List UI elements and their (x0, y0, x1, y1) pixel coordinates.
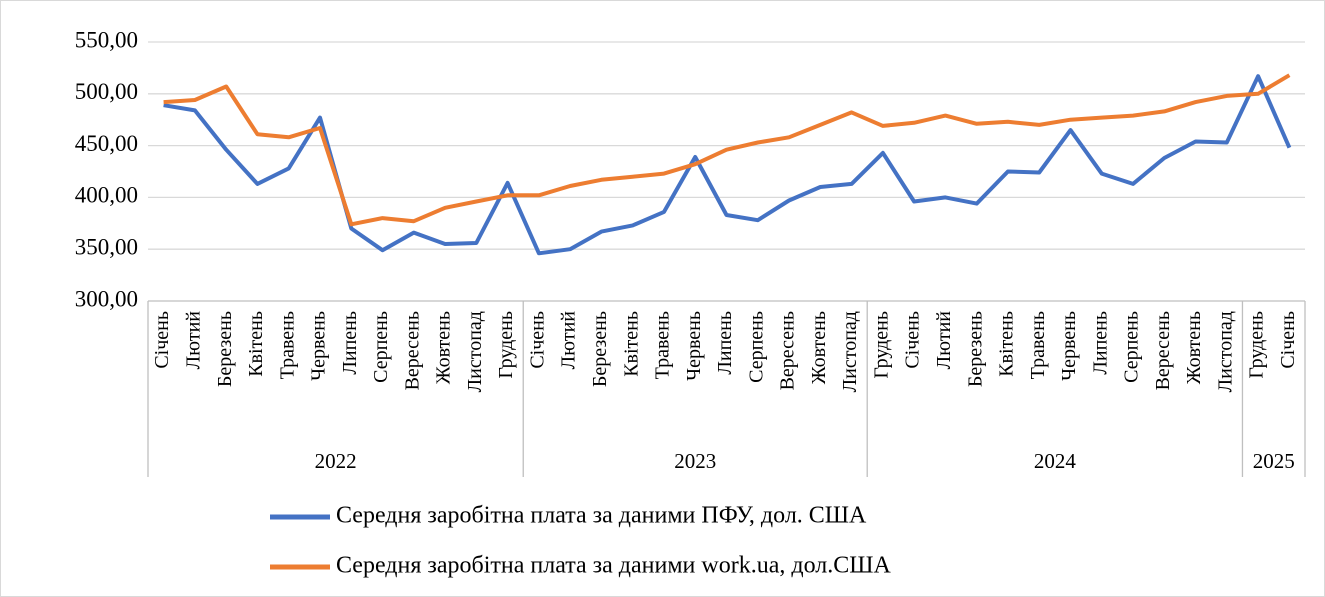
x-tick-label: Листопад (839, 311, 861, 392)
x-tick-label: Квітень (245, 311, 267, 377)
group-label: 2023 (674, 449, 716, 473)
x-tick-label: Грудень (1246, 311, 1268, 379)
x-tick-label: Лютий (182, 311, 204, 370)
x-tick-label: Листопад (464, 311, 486, 392)
x-tick-label: Січень (151, 311, 173, 369)
group-label: 2022 (315, 449, 357, 473)
x-tick-label: Лютий (933, 311, 955, 370)
x-tick-label: Березень (964, 311, 986, 387)
x-tick-label: Червень (1058, 311, 1080, 381)
y-tick-label: 550,00 (75, 27, 138, 52)
x-tick-label: Липень (339, 311, 361, 375)
x-tick-label: Червень (308, 311, 330, 381)
x-tick-label: Вересень (1152, 311, 1174, 390)
x-tick-label: Вересень (777, 311, 799, 390)
y-tick-label: 500,00 (75, 79, 138, 104)
x-tick-label: Травень (652, 311, 674, 379)
legend-label: Середня заробітна плата за даними work.u… (336, 553, 891, 579)
x-tick-label: Лютий (558, 311, 580, 370)
x-tick-label: Липень (1089, 311, 1111, 375)
x-tick-label: Серпень (745, 311, 767, 383)
x-tick-label: Червень (683, 311, 705, 381)
x-tick-label: Жовтень (808, 311, 830, 384)
x-tick-label: Травень (276, 311, 298, 379)
x-tick-label: Вересень (401, 311, 423, 390)
x-tick-label: Липень (714, 311, 736, 375)
x-tick-label: Березень (589, 311, 611, 387)
x-tick-label: Березень (214, 311, 236, 387)
legend-label: Середня заробітна плата за даними ПФУ, д… (336, 503, 867, 529)
x-tick-label: Квітень (620, 311, 642, 377)
x-tick-label: Січень (902, 311, 924, 369)
x-tick-label: Серпень (1121, 311, 1143, 383)
y-tick-label: 450,00 (75, 131, 138, 156)
series-line (163, 74, 1292, 256)
group-label: 2025 (1253, 449, 1295, 473)
y-tick-label: 400,00 (75, 183, 138, 208)
x-tick-label: Квітень (996, 311, 1018, 377)
series-line (163, 73, 1291, 227)
x-tick-label: Жовтень (1183, 311, 1205, 384)
x-tick-label: Грудень (870, 311, 892, 379)
y-tick-label: 300,00 (75, 286, 138, 311)
x-tick-label: Листопад (1214, 311, 1236, 392)
x-tick-label: Жовтень (433, 311, 455, 384)
x-tick-label: Грудень (495, 311, 517, 379)
x-tick-label: Травень (1027, 311, 1049, 379)
y-tick-label: 350,00 (75, 234, 138, 259)
group-label: 2024 (1034, 449, 1077, 473)
x-tick-label: Січень (1277, 311, 1299, 369)
x-tick-label: Серпень (370, 311, 392, 383)
x-tick-label: Січень (526, 311, 548, 369)
